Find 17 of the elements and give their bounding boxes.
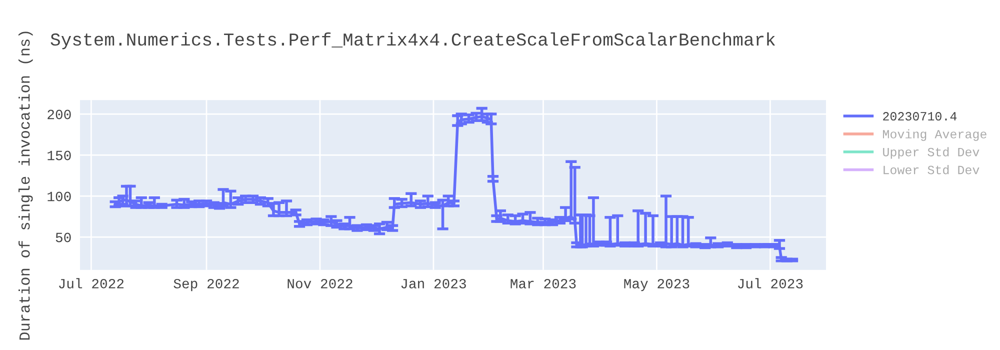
- legend-label: 20230710.4: [883, 112, 957, 121]
- legend-label: Moving Average: [882, 129, 986, 141]
- y-tick-label: 200: [48, 110, 71, 120]
- chart-title: System.Numerics.Tests.Perf_Matrix4x4.CreateScaleFromScalarBenchmark: [50, 32, 776, 50]
- x-tick-label: Nov 2022: [288, 278, 352, 288]
- x-tick-label: Jul 2022: [59, 278, 124, 288]
- x-tick-label: Jan 2023: [401, 278, 466, 288]
- x-tick-label: May 2023: [624, 278, 690, 292]
- y-tick-label: 150: [48, 150, 71, 160]
- y-tick-label: 50: [56, 232, 71, 242]
- y-tick-label: 100: [48, 192, 71, 202]
- legend-label: Lower Std Dev: [884, 165, 980, 174]
- y-axis-title: Duration of single invocation (ns): [18, 32, 33, 340]
- x-tick-label: Jul 2023: [738, 278, 803, 288]
- x-tick-label: Sep 2022: [174, 278, 239, 292]
- x-tick-label: Mar 2023: [510, 278, 576, 288]
- legend-label: Upper Std Dev: [883, 147, 980, 159]
